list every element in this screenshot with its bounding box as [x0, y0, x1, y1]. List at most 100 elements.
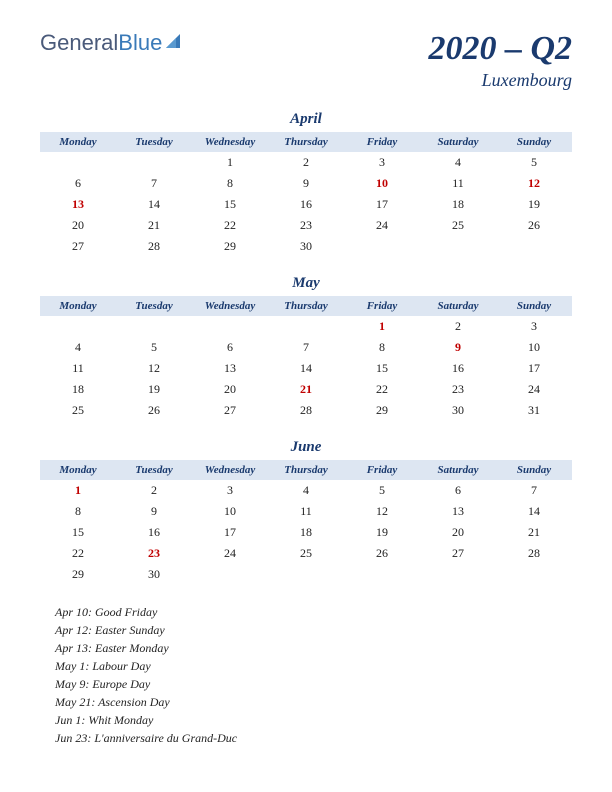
- calendar-cell: [496, 564, 572, 585]
- calendar-cell: 16: [420, 358, 496, 379]
- day-header: Thursday: [268, 460, 344, 480]
- calendar-cell: 14: [496, 501, 572, 522]
- calendar-cell: 5: [116, 337, 192, 358]
- calendar-cell: 17: [192, 522, 268, 543]
- calendar-cell: 13: [40, 194, 116, 215]
- logo-text-blue: Blue: [118, 30, 162, 56]
- logo: GeneralBlue: [40, 30, 182, 56]
- calendar-cell: [268, 316, 344, 337]
- calendar-cell: [116, 316, 192, 337]
- header-row: GeneralBlue 2020 – Q2 Luxembourg: [40, 30, 572, 91]
- logo-triangle-icon: [164, 32, 182, 55]
- day-header: Saturday: [420, 132, 496, 152]
- day-header: Monday: [40, 132, 116, 152]
- calendar-cell: 17: [496, 358, 572, 379]
- calendar-cell: 23: [420, 379, 496, 400]
- calendar-cell: 23: [116, 543, 192, 564]
- holiday-entry: May 1: Labour Day: [55, 657, 572, 675]
- calendar-row: 22232425262728: [40, 543, 572, 564]
- calendar-cell: 6: [40, 173, 116, 194]
- day-header: Wednesday: [192, 460, 268, 480]
- calendar-row: 25262728293031: [40, 400, 572, 421]
- calendar-cell: 22: [344, 379, 420, 400]
- calendar-cell: 26: [344, 543, 420, 564]
- calendar-cell: 9: [420, 337, 496, 358]
- calendar-cell: 31: [496, 400, 572, 421]
- day-header: Thursday: [268, 296, 344, 316]
- calendar-cell: 30: [268, 236, 344, 257]
- calendar-cell: 7: [496, 480, 572, 501]
- day-header: Tuesday: [116, 296, 192, 316]
- calendar-cell: 29: [40, 564, 116, 585]
- calendar-cell: 30: [116, 564, 192, 585]
- holiday-entry: Jun 1: Whit Monday: [55, 711, 572, 729]
- calendar-cell: 19: [496, 194, 572, 215]
- calendar-row: 27282930: [40, 236, 572, 257]
- calendar-cell: [192, 316, 268, 337]
- day-header: Tuesday: [116, 132, 192, 152]
- calendar-cell: 13: [192, 358, 268, 379]
- day-header: Sunday: [496, 296, 572, 316]
- calendar-cell: 15: [344, 358, 420, 379]
- calendar-cell: 25: [420, 215, 496, 236]
- calendar-cell: 19: [116, 379, 192, 400]
- month-block: JuneMondayTuesdayWednesdayThursdayFriday…: [40, 439, 572, 585]
- calendar-cell: 19: [344, 522, 420, 543]
- calendar-cell: 6: [192, 337, 268, 358]
- calendar-cell: [116, 152, 192, 173]
- holiday-entry: Apr 12: Easter Sunday: [55, 621, 572, 639]
- calendar-cell: 24: [192, 543, 268, 564]
- calendar-cell: 4: [40, 337, 116, 358]
- day-header: Wednesday: [192, 296, 268, 316]
- calendar-row: 12345: [40, 152, 572, 173]
- calendar-cell: 10: [496, 337, 572, 358]
- calendar-cell: 20: [192, 379, 268, 400]
- calendar-cell: 26: [496, 215, 572, 236]
- calendar-cell: 24: [496, 379, 572, 400]
- day-header: Monday: [40, 460, 116, 480]
- calendar-cell: 21: [496, 522, 572, 543]
- holiday-entry: Apr 10: Good Friday: [55, 603, 572, 621]
- calendar-cell: 27: [40, 236, 116, 257]
- calendar-cell: 2: [116, 480, 192, 501]
- calendar-cell: 1: [40, 480, 116, 501]
- calendar-cell: 27: [192, 400, 268, 421]
- calendar-row: 123: [40, 316, 572, 337]
- calendar-row: 13141516171819: [40, 194, 572, 215]
- day-header: Sunday: [496, 460, 572, 480]
- month-block: April MondayTuesdayWednesdayThursdayFrida…: [40, 111, 572, 257]
- calendar-cell: 3: [192, 480, 268, 501]
- calendar-cell: 22: [192, 215, 268, 236]
- calendar-cell: 9: [116, 501, 192, 522]
- title-block: 2020 – Q2 Luxembourg: [428, 30, 572, 91]
- day-header: Monday: [40, 296, 116, 316]
- calendar-cell: 16: [268, 194, 344, 215]
- calendar-cell: [40, 152, 116, 173]
- day-header: Thursday: [268, 132, 344, 152]
- page-subtitle: Luxembourg: [428, 70, 572, 91]
- calendar-cell: 11: [420, 173, 496, 194]
- calendar-cell: 11: [40, 358, 116, 379]
- calendar-cell: 16: [116, 522, 192, 543]
- calendar-cell: [192, 564, 268, 585]
- calendar-cell: 21: [116, 215, 192, 236]
- day-header: Tuesday: [116, 460, 192, 480]
- calendar-cell: 12: [496, 173, 572, 194]
- day-header: Wednesday: [192, 132, 268, 152]
- day-header: Friday: [344, 132, 420, 152]
- calendar-cell: 12: [116, 358, 192, 379]
- calendar-cell: 18: [420, 194, 496, 215]
- page-title: 2020 – Q2: [428, 30, 572, 68]
- calendar-cell: [420, 564, 496, 585]
- calendar-cell: [268, 564, 344, 585]
- calendar-cell: [344, 236, 420, 257]
- calendar-cell: 29: [192, 236, 268, 257]
- calendar-cell: 4: [268, 480, 344, 501]
- calendar-cell: 23: [268, 215, 344, 236]
- calendar-cell: 28: [116, 236, 192, 257]
- day-header: Friday: [344, 296, 420, 316]
- month-name: April: [40, 111, 572, 128]
- calendar-cell: [496, 236, 572, 257]
- day-header: Sunday: [496, 132, 572, 152]
- calendar-cell: 10: [192, 501, 268, 522]
